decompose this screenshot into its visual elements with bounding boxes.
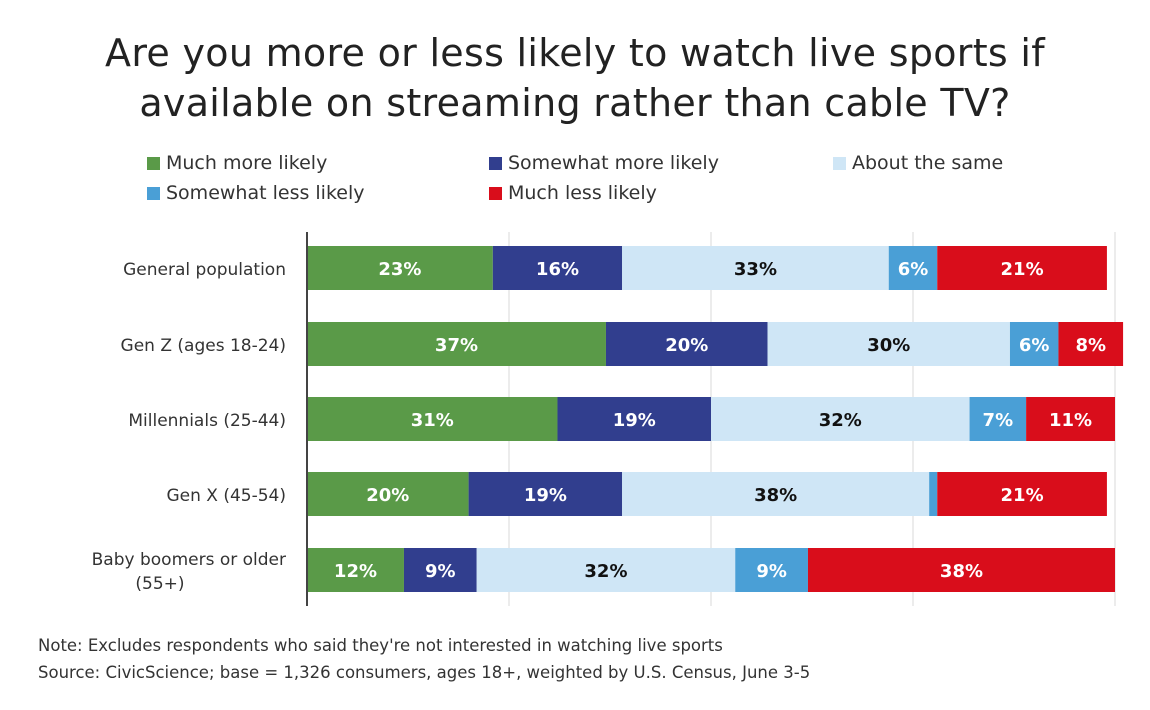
bar-segment: [307, 246, 493, 290]
category-label: Millennials (25-44): [128, 411, 286, 431]
data-label: 9%: [425, 561, 456, 582]
data-label: 19%: [613, 410, 656, 431]
bar-segment: [403, 548, 477, 592]
bar-segment: [605, 322, 768, 366]
legend-label: About the same: [852, 152, 1004, 174]
data-label: 32%: [584, 561, 627, 582]
legend-item-much-more-likely: Much more likely: [147, 152, 327, 174]
legend-label: Much more likely: [166, 152, 328, 174]
bar-segment: [929, 472, 938, 516]
data-label: 16%: [536, 259, 579, 280]
bar-segment: [307, 397, 558, 441]
legend-item-much-less-likely: Much less likely: [489, 182, 657, 204]
bar-segment: [622, 472, 930, 516]
footnotes: Note: Excludes respondents who said they…: [38, 632, 810, 686]
data-label: 7%: [983, 410, 1014, 431]
bar-segment: [476, 548, 736, 592]
chart-title: Are you more or less likely to watch liv…: [0, 28, 1150, 128]
bar-segment: [307, 548, 404, 592]
data-label: 30%: [867, 335, 910, 356]
legend-label: Somewhat less likely: [166, 182, 365, 204]
bar-segment: [468, 472, 623, 516]
source-text: Source: CivicScience; base = 1,326 consu…: [38, 663, 811, 682]
category-label: Gen X (45-54): [166, 486, 286, 506]
legend-item-about-the-same: About the same: [833, 152, 1003, 174]
data-label: 11%: [1049, 410, 1092, 431]
bar-segment: [307, 472, 469, 516]
legend: Much more likely Somewhat more likely Ab…: [147, 152, 1087, 212]
data-label: 38%: [940, 561, 983, 582]
legend-swatch: [147, 186, 160, 200]
legend-swatch: [147, 156, 160, 170]
data-label: 38%: [754, 485, 797, 506]
bar-segment: [969, 397, 1027, 441]
bar-segment: [492, 246, 623, 290]
data-label: 6%: [898, 259, 929, 280]
category-label: Baby boomers or older: [92, 550, 286, 570]
legend-label: Much less likely: [508, 182, 657, 204]
bar-segment: [767, 322, 1010, 366]
legend-swatch: [489, 156, 502, 170]
legend-item-somewhat-less-likely: Somewhat less likely: [147, 182, 365, 204]
data-label: 23%: [378, 259, 421, 280]
data-label: 37%: [435, 335, 478, 356]
bar-segment: [307, 322, 606, 366]
data-label: 19%: [524, 485, 567, 506]
legend-swatch: [833, 156, 846, 170]
chart-title-line-1: Are you more or less likely to watch liv…: [105, 31, 1045, 75]
category-label: (55+): [135, 574, 184, 594]
bar-segment: [1026, 397, 1115, 441]
data-label: 20%: [366, 485, 409, 506]
bar-segment: [711, 397, 970, 441]
legend-label: Somewhat more likely: [508, 152, 719, 174]
chart-title-line-2: available on streaming rather than cable…: [139, 81, 1011, 125]
data-label: 33%: [734, 259, 777, 280]
data-label: 20%: [665, 335, 708, 356]
bar-segment: [622, 246, 889, 290]
bar-segment: [888, 246, 938, 290]
data-label: 8%: [1075, 335, 1106, 356]
data-label: 31%: [411, 410, 454, 431]
note-text: Note: Excludes respondents who said they…: [38, 636, 723, 655]
bar-segment: [807, 548, 1115, 592]
legend-swatch: [489, 186, 502, 200]
data-label: 6%: [1019, 335, 1050, 356]
legend-item-somewhat-more-likely: Somewhat more likely: [489, 152, 719, 174]
bar-segment: [1058, 322, 1124, 366]
data-label: 12%: [334, 561, 377, 582]
bar-segment: [1009, 322, 1059, 366]
data-label: 21%: [1001, 259, 1044, 280]
bar-segment: [557, 397, 711, 441]
category-label: Gen Z (ages 18-24): [121, 336, 286, 356]
category-label: General population: [123, 260, 286, 280]
bar-segment: [735, 548, 808, 592]
bar-segment: [937, 472, 1107, 516]
data-label: 21%: [1001, 485, 1044, 506]
data-label: 32%: [819, 410, 862, 431]
bar-segment: [937, 246, 1107, 290]
data-label: 9%: [756, 561, 787, 582]
